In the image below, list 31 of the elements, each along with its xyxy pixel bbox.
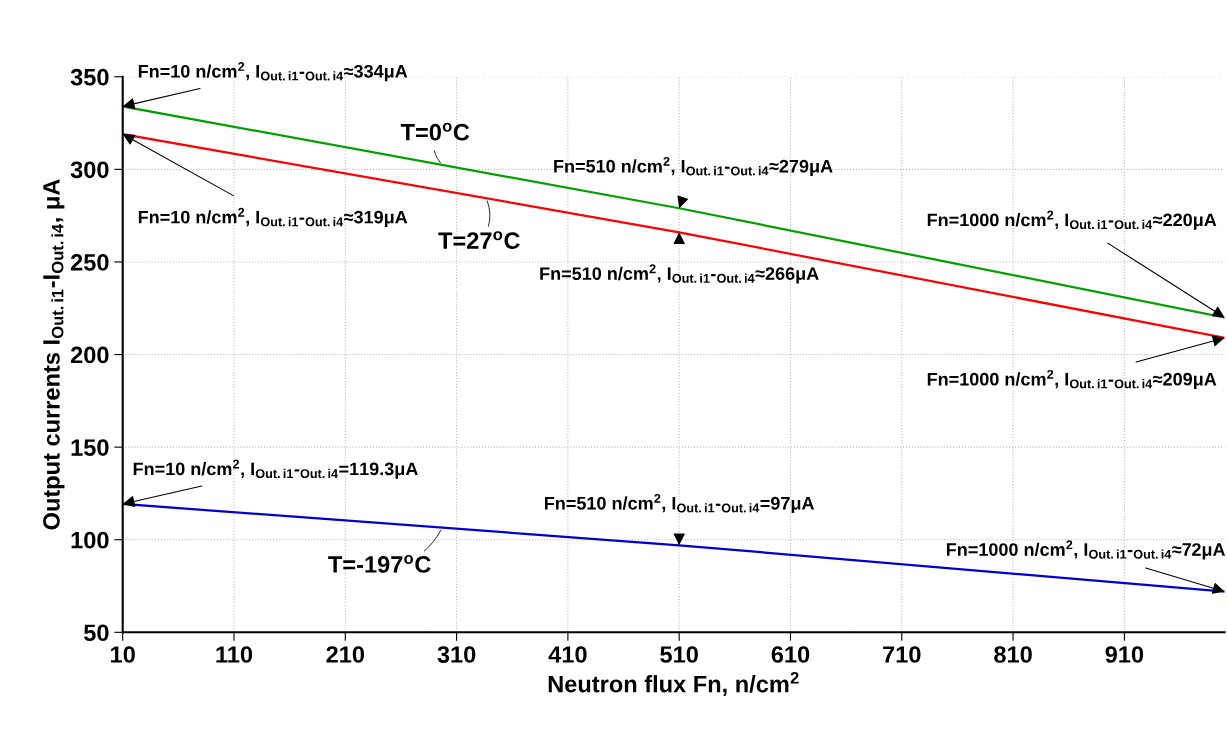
y-tick-label: 150 xyxy=(71,439,109,456)
annotation: Fn=1000 n/cm$^{2}$, I$_{Out.i1}$-$_{Out.i4}$≈220μA xyxy=(927,210,1217,230)
y-tick-label: 350 xyxy=(70,68,109,86)
x-tick-label: 710 xyxy=(883,646,921,663)
annotation: Fn=1000 n/cm$^{2}$, I$_{Out.i1}$-$_{Out.i4}$≈209μA xyxy=(927,369,1217,390)
x-tick-label: 610 xyxy=(771,646,810,663)
y-tick-label: 250 xyxy=(70,254,109,271)
x-tick-label: 310 xyxy=(437,646,476,663)
annotation: Fn=510 n/cm$^{2}$, I$_{Out.i1}$-$_{Out.i4}$≈266μA xyxy=(540,264,819,284)
annotation: Fn=10 n/cm$^{2}$, I$_{Out.i1}$-$_{Out.i4}$≈334μA xyxy=(138,62,408,82)
y-tick-label: 300 xyxy=(70,161,109,179)
x-tick-label: 210 xyxy=(326,646,365,663)
x-tick-label: 110 xyxy=(216,646,253,663)
annotation: Fn=10 n/cm$^{2}$, I$_{Out.i1}$-$_{Out.i4}$=119.3μA xyxy=(133,459,418,479)
y-tick-label: 50 xyxy=(83,624,109,642)
y-axis-title: Output currents I$_{Out.i1}$-I$_{Out.i4}$, μA xyxy=(43,179,65,530)
annotation: Fn=1000 n/cm$^{2}$, I$_{Out.i1}$-$_{Out.i4}$≈72μA xyxy=(946,540,1226,560)
x-tick-label: 510 xyxy=(660,646,698,663)
annotation: Fn=10 n/cm$^{2}$, I$_{Out.i1}$-$_{Out.i4}$≈319μA xyxy=(138,207,408,228)
series-label: T=27$^{o}$C xyxy=(438,231,520,249)
series-label: T=0$^{o}$C xyxy=(400,122,470,141)
x-tick-label: 10 xyxy=(111,646,135,663)
annotation: Fn=510 n/cm$^{2}$, I$_{Out.i1}$-$_{Out.i4}$≈279μA xyxy=(554,156,833,177)
x-tick-label: 910 xyxy=(1105,646,1144,663)
x-tick-label: 410 xyxy=(548,646,587,663)
series-label: T=-197$^{o}$C xyxy=(328,554,431,573)
y-tick-label: 200 xyxy=(70,346,109,364)
y-tick-label: 100 xyxy=(71,531,109,549)
x-axis-title: Neutron flux Fn, n/cm$^{2}$ xyxy=(548,671,799,696)
x-tick-label: 810 xyxy=(994,646,1032,663)
annotation: Fn=510 n/cm$^{2}$, I$_{Out.i1}$-$_{Out.i4}$=97μA xyxy=(544,493,815,514)
